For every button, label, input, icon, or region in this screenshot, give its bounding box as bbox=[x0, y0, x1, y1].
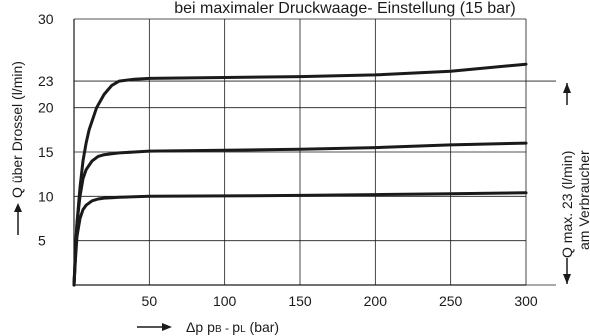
x-axis-label-delta: Δp bbox=[186, 319, 203, 335]
y-axis-label: Q über Drossel (l/min) bbox=[9, 61, 25, 198]
x-axis-label-pb: p bbox=[207, 319, 215, 335]
y-tick-5: 5 bbox=[38, 233, 46, 249]
x-axis-label-pl: p bbox=[232, 319, 240, 335]
x-axis-label-pl-sub: L bbox=[240, 324, 246, 335]
x-axis-arrowhead bbox=[162, 323, 172, 331]
right-annotation-line1: Q max. 23 (l/min) bbox=[559, 151, 575, 258]
x-axis-label-unit: (bar) bbox=[246, 319, 279, 335]
x-tick-labels: 50 100 150 200 250 300 bbox=[142, 293, 538, 309]
x-axis-label-sep: - bbox=[222, 321, 233, 335]
y-tick-labels: 5 10 15 20 23 30 bbox=[38, 11, 54, 249]
series-line-2 bbox=[72, 141, 528, 287]
y-tick-10: 10 bbox=[38, 188, 54, 204]
y-tick-30: 30 bbox=[38, 11, 54, 27]
y-axis-arrowhead bbox=[14, 203, 22, 212]
x-axis-label-pb-sub: B bbox=[215, 324, 222, 335]
x-tick-250: 250 bbox=[439, 293, 463, 309]
y-tick-15: 15 bbox=[38, 144, 54, 160]
dimension-arrow-bottom bbox=[563, 274, 571, 284]
y-tick-23: 23 bbox=[38, 73, 54, 89]
y-tick-20: 20 bbox=[38, 100, 54, 116]
plot-frame bbox=[73, 19, 526, 286]
dimension-arrow-top bbox=[563, 83, 571, 93]
chart-title: bei maximaler Druckwaage- Einstellung (1… bbox=[174, 0, 515, 17]
x-tick-150: 150 bbox=[288, 293, 312, 309]
x-tick-100: 100 bbox=[213, 293, 237, 309]
series-group bbox=[72, 62, 528, 287]
right-annotation-line2: am Verbraucher bbox=[576, 150, 590, 250]
x-axis-label: Δp pB - pL (bar) bbox=[186, 319, 279, 335]
x-tick-300: 300 bbox=[514, 293, 538, 309]
x-tick-200: 200 bbox=[364, 293, 388, 309]
x-tick-50: 50 bbox=[142, 293, 158, 309]
series-line-3 bbox=[72, 191, 528, 287]
